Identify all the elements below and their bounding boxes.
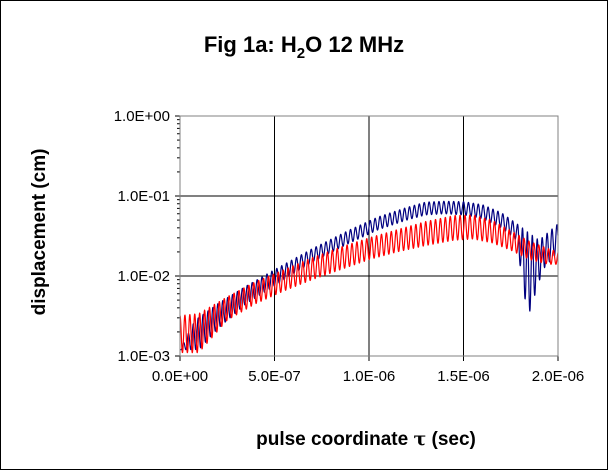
y-tick-label: 1.0E-03 <box>117 348 170 365</box>
x-tick-label: 1.0E-06 <box>343 368 396 385</box>
x-tick-label: 2.0E-06 <box>532 368 585 385</box>
y-tick-labels: 1.0E-03 1.0E-02 1.0E-01 1.0E+00 <box>114 108 170 365</box>
x-axis-title: pulse coordinate τ (sec) <box>256 428 476 450</box>
x-tick-labels: 0.0E+00 5.0E-07 1.0E-06 1.5E-06 2.0E-06 <box>152 368 584 385</box>
x-tick-label: 0.0E+00 <box>152 368 208 385</box>
x-tick-label: 1.5E-06 <box>437 368 490 385</box>
y-tick-label: 1.0E+00 <box>114 108 170 125</box>
plot-area-border <box>179 115 559 357</box>
y-axis-title: displacement (cm) <box>29 149 50 316</box>
x-tick-label: 5.0E-07 <box>248 368 301 385</box>
gridlines <box>180 116 558 356</box>
chart-title: Fig 1a: H2O 12 MHz <box>204 32 404 62</box>
series-line-2 <box>179 214 559 354</box>
y-tick-label: 1.0E-02 <box>117 268 170 285</box>
y-tick-label: 1.0E-01 <box>117 188 170 205</box>
series-layer <box>179 200 559 354</box>
